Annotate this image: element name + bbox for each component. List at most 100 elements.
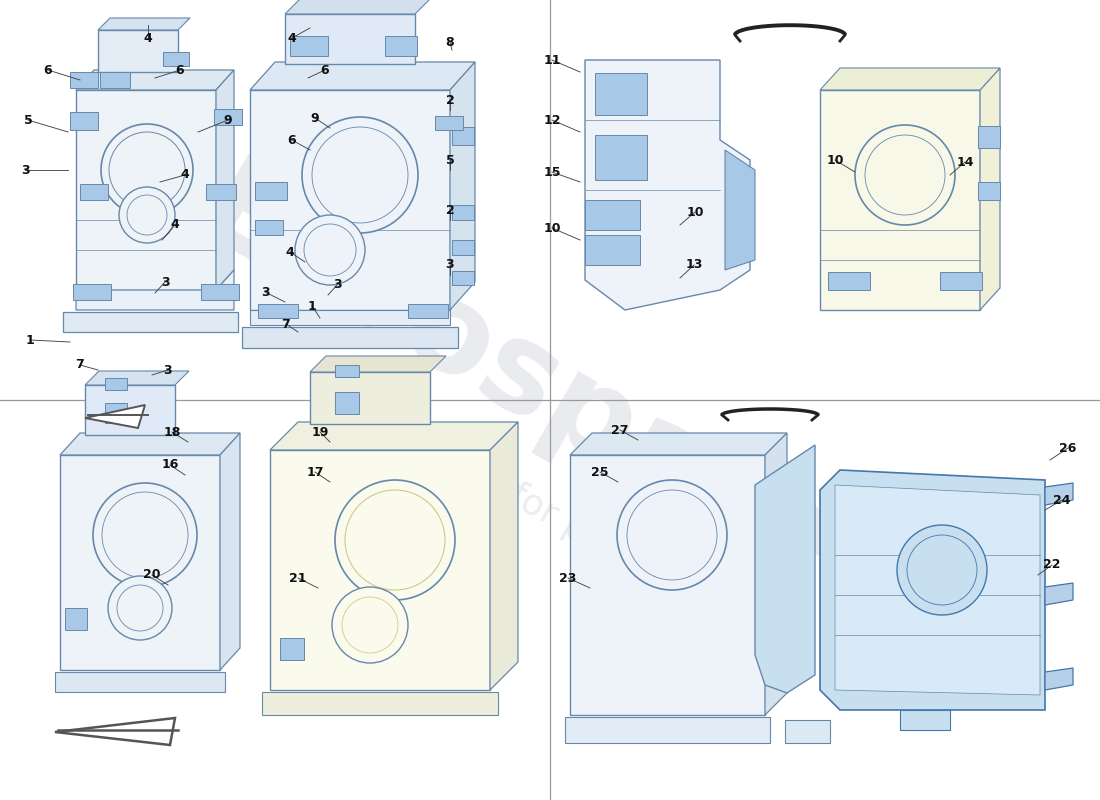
Text: 13: 13 bbox=[685, 258, 703, 271]
Text: 22: 22 bbox=[1043, 558, 1060, 571]
Text: 26: 26 bbox=[1059, 442, 1077, 454]
Polygon shape bbox=[835, 485, 1040, 695]
Bar bbox=[100, 72, 130, 88]
Text: 24: 24 bbox=[1054, 494, 1070, 506]
Polygon shape bbox=[285, 0, 433, 14]
Polygon shape bbox=[76, 90, 216, 290]
Text: 18: 18 bbox=[163, 426, 180, 438]
Bar bbox=[285, 14, 415, 64]
Text: 14: 14 bbox=[956, 155, 974, 169]
Bar bbox=[336, 392, 359, 414]
Text: 10: 10 bbox=[543, 222, 561, 234]
Polygon shape bbox=[76, 70, 234, 90]
Bar bbox=[98, 30, 178, 72]
Polygon shape bbox=[63, 312, 238, 332]
Polygon shape bbox=[242, 327, 458, 348]
Text: 2: 2 bbox=[446, 94, 454, 106]
Text: 6: 6 bbox=[176, 63, 185, 77]
Bar bbox=[978, 126, 1000, 148]
Text: 7: 7 bbox=[76, 358, 85, 371]
Text: 6: 6 bbox=[321, 63, 329, 77]
Text: 3: 3 bbox=[333, 278, 342, 290]
Bar bbox=[85, 385, 175, 435]
Text: 1: 1 bbox=[25, 334, 34, 346]
Text: 8: 8 bbox=[446, 35, 454, 49]
Text: 4: 4 bbox=[180, 169, 189, 182]
Bar bbox=[104, 378, 126, 390]
Bar bbox=[65, 608, 87, 630]
Text: 3: 3 bbox=[446, 258, 454, 271]
Text: 21: 21 bbox=[289, 571, 307, 585]
Circle shape bbox=[336, 480, 455, 600]
Text: 9: 9 bbox=[310, 111, 319, 125]
Bar bbox=[434, 116, 463, 130]
Polygon shape bbox=[250, 62, 475, 90]
Text: 1: 1 bbox=[308, 299, 317, 313]
Circle shape bbox=[302, 117, 418, 233]
Polygon shape bbox=[900, 710, 950, 730]
Polygon shape bbox=[570, 455, 764, 715]
Polygon shape bbox=[216, 70, 234, 290]
Text: 9: 9 bbox=[223, 114, 232, 126]
Circle shape bbox=[108, 576, 172, 640]
Text: 5: 5 bbox=[23, 114, 32, 126]
Bar bbox=[280, 638, 304, 660]
Text: 15: 15 bbox=[543, 166, 561, 178]
Circle shape bbox=[295, 215, 365, 285]
Polygon shape bbox=[785, 720, 830, 743]
Text: 6: 6 bbox=[44, 63, 53, 77]
Polygon shape bbox=[450, 62, 475, 310]
Text: 6: 6 bbox=[288, 134, 296, 146]
Polygon shape bbox=[490, 422, 518, 690]
Text: 3: 3 bbox=[261, 286, 270, 298]
Text: 16: 16 bbox=[162, 458, 178, 471]
Polygon shape bbox=[1045, 583, 1072, 605]
Bar bbox=[73, 284, 111, 300]
Circle shape bbox=[617, 480, 727, 590]
Polygon shape bbox=[98, 18, 190, 30]
Polygon shape bbox=[220, 433, 240, 670]
Bar bbox=[385, 36, 417, 56]
Polygon shape bbox=[1045, 668, 1072, 690]
Text: 3: 3 bbox=[164, 363, 173, 377]
Text: 11: 11 bbox=[543, 54, 561, 66]
Polygon shape bbox=[85, 405, 145, 428]
Bar bbox=[258, 304, 298, 318]
Polygon shape bbox=[270, 422, 518, 450]
Bar bbox=[595, 135, 647, 180]
Circle shape bbox=[855, 125, 955, 225]
Text: 19: 19 bbox=[311, 426, 329, 438]
Circle shape bbox=[119, 187, 175, 243]
Bar bbox=[820, 90, 980, 310]
Polygon shape bbox=[76, 270, 234, 310]
Bar bbox=[70, 72, 98, 88]
Text: 3: 3 bbox=[161, 275, 169, 289]
Polygon shape bbox=[755, 445, 815, 693]
Polygon shape bbox=[820, 470, 1045, 710]
Text: 20: 20 bbox=[143, 569, 161, 582]
Text: 7: 7 bbox=[282, 318, 290, 330]
Bar bbox=[80, 184, 108, 200]
Polygon shape bbox=[55, 672, 225, 692]
Text: 4: 4 bbox=[286, 246, 295, 258]
Circle shape bbox=[94, 483, 197, 587]
Text: 10: 10 bbox=[826, 154, 844, 166]
Bar bbox=[452, 271, 474, 285]
Bar bbox=[408, 304, 448, 318]
Polygon shape bbox=[725, 150, 755, 270]
Polygon shape bbox=[250, 310, 450, 325]
Text: 4: 4 bbox=[144, 31, 153, 45]
Circle shape bbox=[896, 525, 987, 615]
Bar bbox=[452, 205, 474, 220]
Bar bbox=[104, 403, 126, 423]
Bar bbox=[336, 365, 359, 377]
Polygon shape bbox=[262, 692, 498, 715]
Polygon shape bbox=[85, 371, 189, 385]
Bar bbox=[828, 272, 870, 290]
Polygon shape bbox=[764, 433, 786, 715]
Circle shape bbox=[332, 587, 408, 663]
Polygon shape bbox=[585, 60, 750, 310]
Text: 17: 17 bbox=[306, 466, 323, 478]
Text: 4: 4 bbox=[287, 31, 296, 45]
Polygon shape bbox=[565, 717, 770, 743]
